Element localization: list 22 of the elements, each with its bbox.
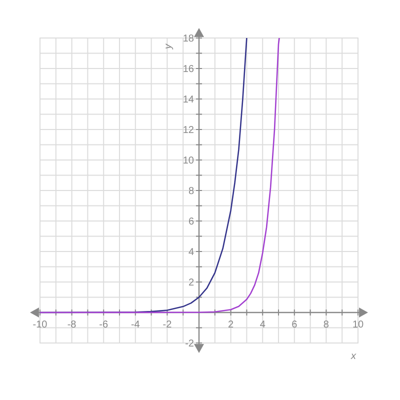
y-tick-label: 18 <box>182 34 194 44</box>
x-axis-title: x <box>350 351 357 362</box>
y-tick-label: 16 <box>182 64 194 75</box>
x-tick-label: 2 <box>228 320 234 330</box>
x-tick-label: -10 <box>32 320 48 330</box>
y-tick-label: 8 <box>188 186 194 197</box>
x-tick-label: -2 <box>162 320 172 330</box>
x-tick-label: -4 <box>130 320 140 330</box>
x-tick-label: 8 <box>323 320 330 330</box>
x-tick-label: -8 <box>67 320 77 330</box>
y-tick-label: 4 <box>188 247 194 258</box>
y-tick-label: 12 <box>182 125 194 136</box>
x-tick-label: -6 <box>99 320 108 330</box>
y-tick-label: 6 <box>188 216 194 228</box>
y-tick-label: 10 <box>182 156 194 166</box>
y-axis-title: y <box>163 43 174 50</box>
y-tick-label: 14 <box>182 94 194 106</box>
x-tick-label: 10 <box>352 320 364 330</box>
x-tick-label: 6 <box>292 320 298 330</box>
y-tick-label: 2 <box>188 278 194 288</box>
x-tick-label: 4 <box>260 320 266 330</box>
y-tick-label: -2 <box>185 338 194 350</box>
